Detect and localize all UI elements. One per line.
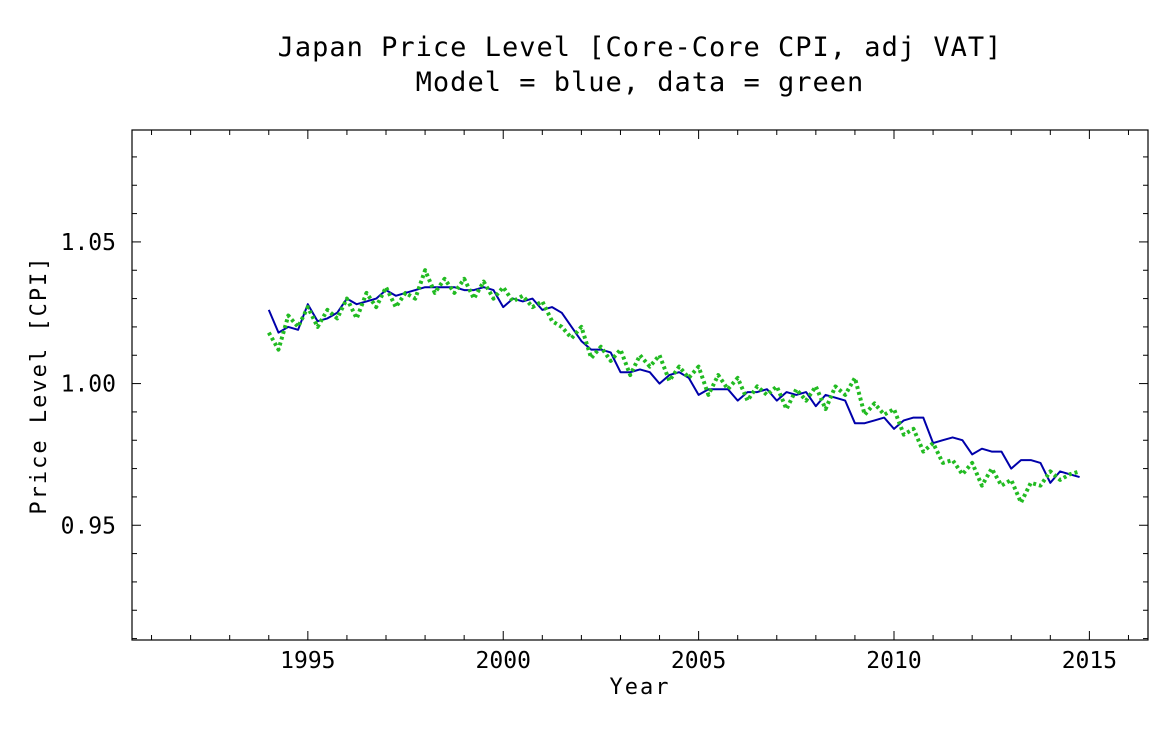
x-tick-label: 1995 [280,648,335,674]
y-tick-label: 1.05 [61,230,116,256]
plot-frame [131,129,1149,641]
model-series-line [267,286,1080,484]
chart-subtitle: Model = blue, data = green [416,67,865,98]
y-tick-label: 0.95 [61,513,116,539]
y-tick-label: 1.00 [61,372,116,398]
y-axis-label: Price Level [CPI] [27,255,52,514]
x-tick-label: 2010 [866,648,921,674]
tick-labels: 1995 2000 2005 2010 2015 0.95 1.00 1.05 [61,230,1117,674]
x-tick-label: 2005 [671,648,726,674]
series-group [267,268,1081,505]
x-tick-label: 2000 [476,648,531,674]
chart-title: Japan Price Level [Core-Core CPI, adj VA… [278,32,1003,63]
x-tick-label: 2015 [1062,648,1117,674]
tick-marks [132,130,1148,640]
x-axis-label: Year [610,675,671,700]
data-series-line [267,268,1081,505]
